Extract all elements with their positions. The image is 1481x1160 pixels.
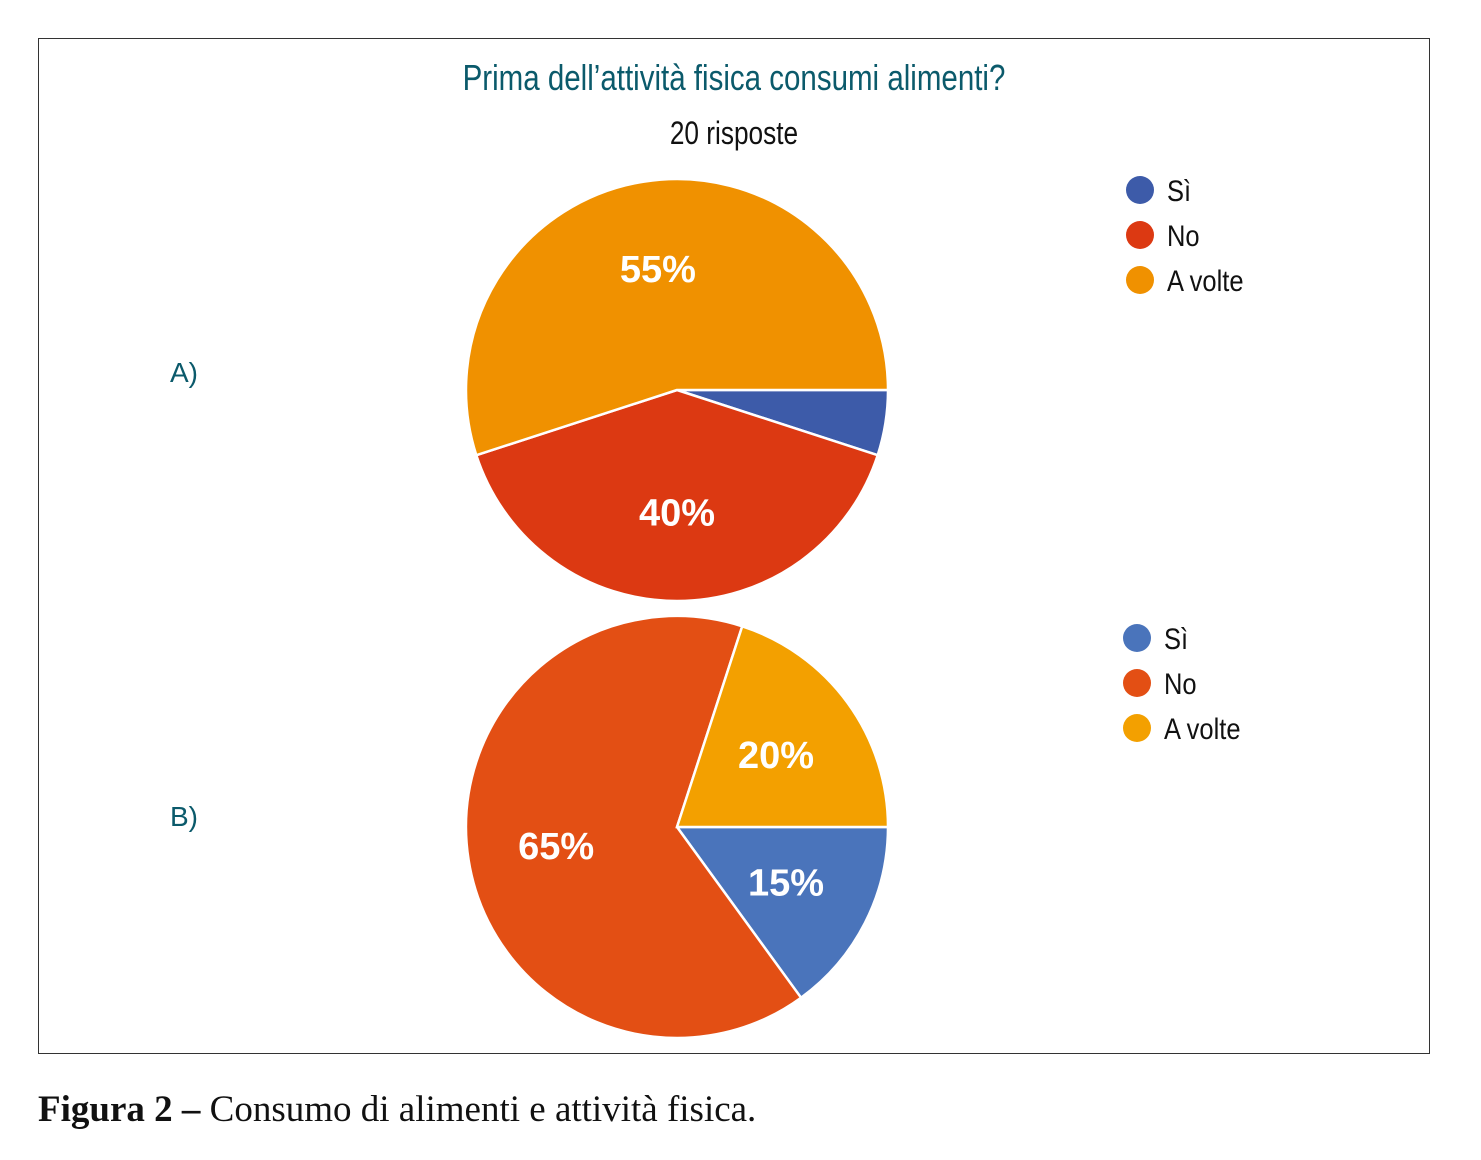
legend-marker <box>1126 221 1154 249</box>
legend-marker <box>1126 266 1154 294</box>
pie-slice-a-2 <box>464 177 890 457</box>
legend-label: No <box>1164 667 1197 700</box>
legend-label: Sì <box>1167 174 1191 207</box>
figure-caption: Figura 2 – Consumo di alimenti e attivit… <box>38 1088 756 1131</box>
legend-label: A volte <box>1167 264 1244 297</box>
chart-title: Prima dell’attività fisica consumi alime… <box>463 57 1006 97</box>
pie-slice-b-2 <box>675 624 890 829</box>
caption-label: Figura 2 – <box>38 1089 201 1130</box>
legend-marker <box>1123 669 1151 697</box>
legend-label: No <box>1167 219 1200 252</box>
pie-slice-a-1 <box>474 388 880 603</box>
pie-slice-b-0 <box>674 825 890 1000</box>
legend-label: Sì <box>1164 622 1188 655</box>
caption-text: Consumo di alimenti e attività fisica. <box>200 1089 757 1130</box>
figure-frame <box>38 38 1430 1054</box>
legend-marker <box>1126 176 1154 204</box>
data-label: 40% <box>639 492 715 534</box>
data-label: 55% <box>620 249 696 291</box>
panel-label-a: A) <box>170 357 198 388</box>
legend-marker <box>1123 624 1151 652</box>
data-label: 65% <box>518 826 594 868</box>
legend-marker <box>1123 714 1151 742</box>
legend-label: A volte <box>1164 712 1241 745</box>
data-label: 15% <box>748 863 824 905</box>
pie-slice-b-1 <box>464 614 803 1040</box>
chart-subtitle: 20 risposte <box>670 117 798 152</box>
data-label: 20% <box>738 735 814 777</box>
panel-label-b: B) <box>170 801 198 832</box>
